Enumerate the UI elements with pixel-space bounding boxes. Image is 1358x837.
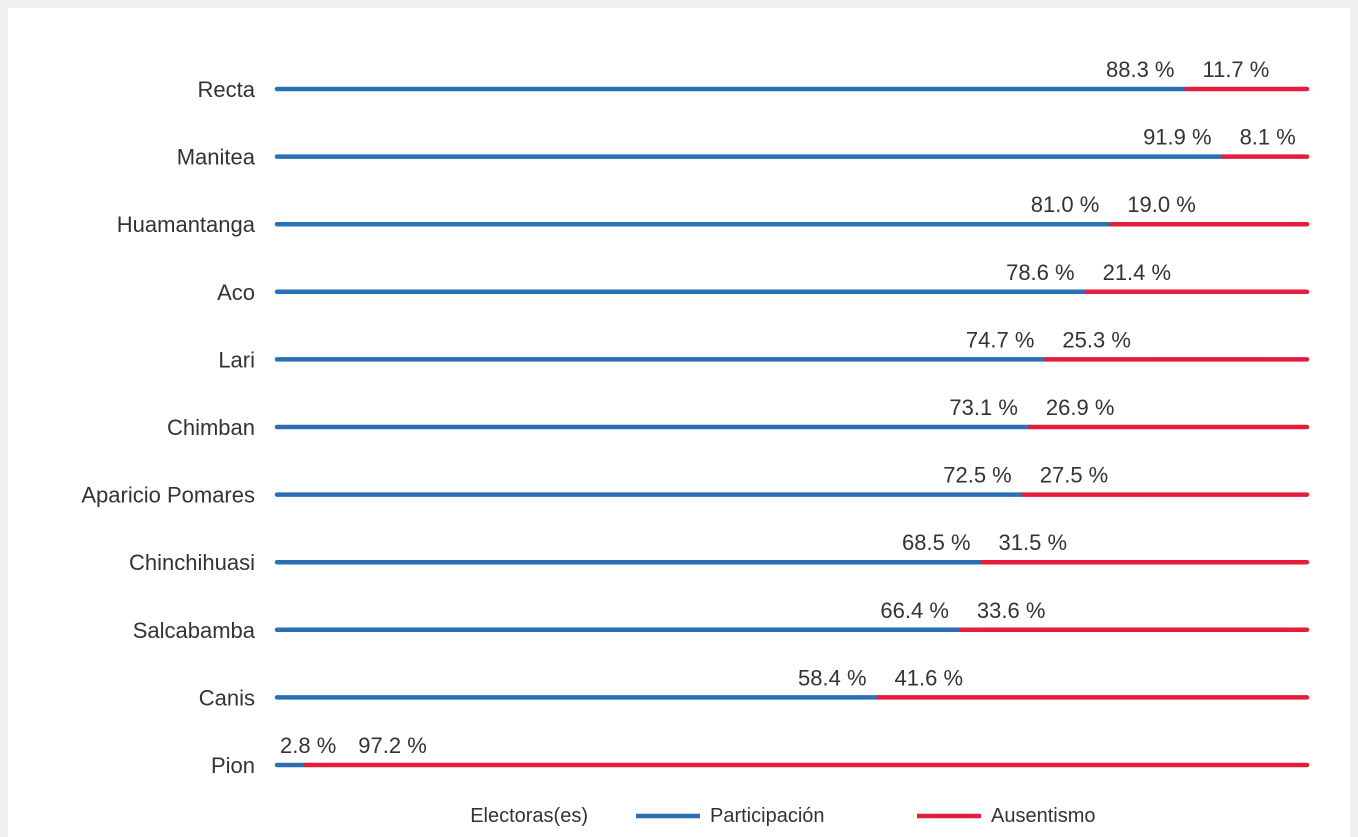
value-label: 11.7 % [1202,57,1269,82]
value-label: 74.7 % [966,327,1034,352]
category-label: Aco [217,280,255,305]
value-label: 19.0 % [1127,192,1196,217]
value-label: 66.4 % [880,598,949,623]
category-label: Canis [199,685,255,710]
legend-label: Participación [710,805,825,827]
value-label: 81.0 % [1031,192,1100,217]
category-label: Chimban [167,415,255,440]
category-label: Pion [211,753,255,778]
legend-title: Electoras(es) [470,805,588,827]
category-label: Salcabamba [133,618,256,643]
value-label: 72.5 % [943,463,1012,488]
value-label: 68.5 % [902,530,971,555]
value-label: 21.4 % [1103,260,1172,285]
value-label: 31.5 % [999,530,1068,555]
value-label: 73.1 % [949,395,1018,420]
value-label: 33.6 % [977,598,1045,623]
legend-label: Ausentismo [991,805,1096,827]
value-label: 78.6 % [1006,260,1075,285]
value-label: 88.3 % [1106,57,1175,82]
value-label: 8.1 % [1240,125,1296,150]
category-label: Chinchihuasi [129,550,255,575]
value-label: 26.9 % [1046,395,1115,420]
category-label: Recta [198,77,256,102]
category-label: Lari [218,347,255,372]
value-label: 41.6 % [895,665,964,690]
value-label: 97.2 % [358,733,427,758]
category-label: Manitea [177,145,256,170]
value-label: 91.9 % [1143,125,1212,150]
category-label: Aparicio Pomares [81,483,255,508]
value-label: 2.8 % [280,733,336,758]
value-label: 58.4 % [798,665,867,690]
value-label: 25.3 % [1062,327,1131,352]
category-label: Huamantanga [117,212,256,237]
value-label: 27.5 % [1040,463,1109,488]
